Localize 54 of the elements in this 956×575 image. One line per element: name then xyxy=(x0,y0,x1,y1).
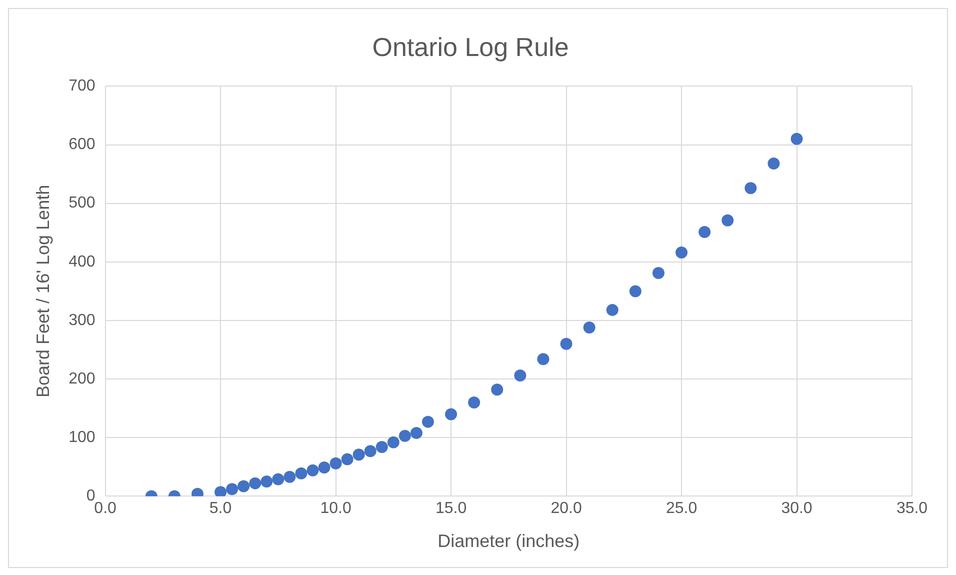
point xyxy=(583,322,596,334)
point xyxy=(398,430,411,442)
point xyxy=(341,453,354,466)
point xyxy=(744,182,757,194)
point xyxy=(238,480,250,492)
chart-title: Ontario Log Rule xyxy=(372,32,569,62)
point xyxy=(468,396,480,408)
point xyxy=(698,226,711,238)
point xyxy=(606,304,618,316)
point xyxy=(295,467,308,480)
point xyxy=(214,486,227,496)
y-tick-label: 400 xyxy=(68,253,96,270)
point xyxy=(514,370,526,382)
point xyxy=(318,462,330,474)
point xyxy=(387,436,400,448)
y-tick-label: 200 xyxy=(68,370,96,388)
point xyxy=(352,448,365,461)
point xyxy=(376,441,388,453)
point xyxy=(537,353,550,366)
y-tick-label: 500 xyxy=(68,194,96,212)
y-tick-label: 300 xyxy=(68,312,96,329)
y-tick-label: 0 xyxy=(86,488,96,505)
y-axis-title: Board Feet / 16' Log Lenth xyxy=(32,184,53,398)
point xyxy=(445,408,458,420)
y-tick-label: 600 xyxy=(68,136,96,154)
y-tick-label: 700 xyxy=(68,78,96,95)
point xyxy=(652,267,664,280)
point xyxy=(272,473,284,486)
point xyxy=(410,426,422,439)
point xyxy=(330,457,342,470)
x-tick-label: 0.0 xyxy=(94,500,117,518)
x-axis-title: Diameter (inches) xyxy=(438,531,580,552)
x-tick-label: 30.0 xyxy=(781,500,812,518)
point xyxy=(676,246,688,259)
point xyxy=(629,285,642,298)
point xyxy=(768,158,780,170)
point xyxy=(364,445,376,458)
x-tick-label: 35.0 xyxy=(896,500,928,518)
x-tick-label: 5.0 xyxy=(209,500,232,518)
y-tick-label: 100 xyxy=(68,429,96,446)
point xyxy=(249,477,262,490)
x-tick-label: 10.0 xyxy=(320,500,352,518)
point xyxy=(722,214,734,226)
x-tick-label: 15.0 xyxy=(435,500,467,518)
point xyxy=(284,470,296,483)
point xyxy=(422,416,434,428)
point xyxy=(790,132,803,145)
point xyxy=(306,464,319,476)
x-tick-label: 20.0 xyxy=(550,500,582,518)
point xyxy=(226,483,238,496)
point xyxy=(260,476,273,488)
point xyxy=(491,384,504,396)
point xyxy=(560,338,572,350)
x-tick-label: 25.0 xyxy=(666,500,698,518)
